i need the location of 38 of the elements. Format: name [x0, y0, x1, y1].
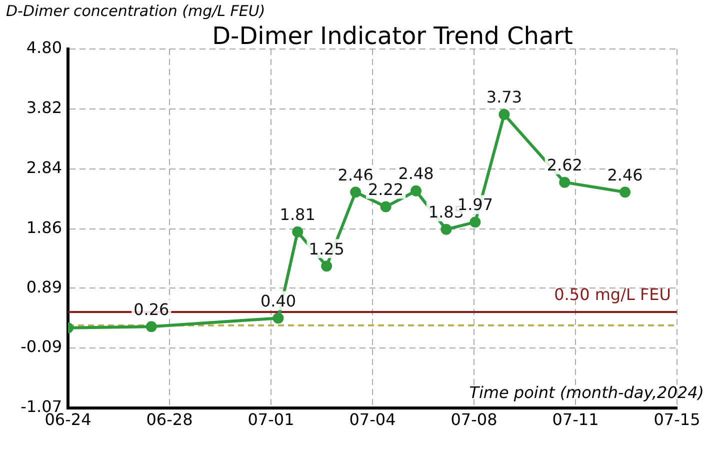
point [292, 226, 304, 238]
ref-line-label: 0.50 mg/L FEU [554, 285, 671, 304]
point [470, 216, 481, 228]
y-tick-label: 3.82 [26, 98, 62, 118]
y-tick-label: 0.89 [26, 277, 62, 296]
data-label: 2.48 [398, 164, 434, 184]
x-tick-label: 07-15 [654, 410, 700, 429]
point [410, 185, 422, 196]
data-label: 0.26 [134, 300, 170, 319]
point [380, 201, 392, 212]
y-axis-title: D-Dimer concentration (mg/L FEU) [6, 2, 266, 20]
point [321, 260, 332, 272]
point [498, 108, 510, 120]
data-label: 1.25 [308, 239, 344, 258]
x-tick-label: 07-04 [349, 410, 396, 429]
y-tick-label: 1.86 [26, 218, 62, 237]
y-tick-label: 2.84 [26, 158, 62, 178]
x-tick-label: 07-08 [450, 410, 498, 429]
data-label: 2.46 [607, 165, 643, 184]
chart-title: D-Dimer Indicator Trend Chart [212, 22, 573, 50]
x-tick-label: 06-28 [146, 410, 193, 429]
data-label: 1.81 [280, 205, 316, 224]
data-label: 2.46 [338, 165, 374, 184]
point [559, 176, 570, 188]
point [440, 224, 452, 235]
data-label: 0.40 [260, 291, 296, 310]
data-label: 2.62 [546, 155, 582, 174]
point [620, 186, 631, 198]
point [146, 321, 157, 332]
data-label: 2.22 [368, 180, 404, 199]
data-label: 3.73 [486, 88, 522, 107]
x-tick-label: 07-01 [248, 410, 294, 429]
y-tick-label: 4.80 [26, 38, 62, 58]
y-tick-label: -0.09 [20, 337, 62, 356]
point [350, 186, 362, 198]
x-axis-title: Time point (month-day,2024) [469, 383, 704, 402]
x-tick-label: 07-11 [552, 410, 599, 429]
point [272, 312, 284, 324]
